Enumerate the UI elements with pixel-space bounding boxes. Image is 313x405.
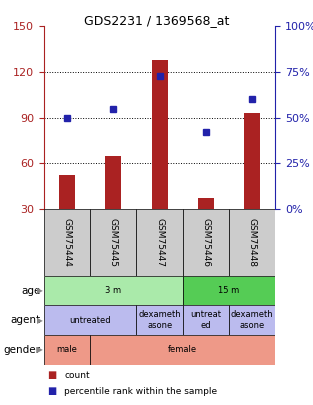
Bar (229, 305, 275, 335)
Bar (136, 305, 183, 335)
Bar (105, 156, 121, 209)
Bar (183, 209, 229, 276)
Bar (183, 305, 229, 335)
Text: GSM75448: GSM75448 (248, 218, 257, 267)
Bar (44, 305, 136, 335)
Bar (59, 175, 75, 209)
Text: female: female (168, 345, 198, 354)
Text: GDS2231 / 1369568_at: GDS2231 / 1369568_at (84, 14, 229, 27)
Bar (90, 335, 275, 364)
Bar (44, 335, 90, 364)
Bar (183, 276, 275, 305)
Text: ▶: ▶ (37, 315, 43, 325)
Text: ■: ■ (47, 386, 56, 396)
Bar (44, 276, 183, 305)
Text: GSM75445: GSM75445 (109, 218, 118, 267)
Text: dexameth
asone: dexameth asone (138, 311, 181, 330)
Text: dexameth
asone: dexameth asone (231, 311, 274, 330)
Text: GSM75444: GSM75444 (63, 218, 71, 267)
Text: ▶: ▶ (37, 345, 43, 354)
Text: count: count (64, 371, 90, 380)
Text: gender: gender (4, 345, 41, 355)
Bar (90, 209, 136, 276)
Text: age: age (21, 286, 41, 296)
Bar (136, 209, 183, 276)
Bar (198, 198, 214, 209)
Bar (244, 113, 260, 209)
Text: untreat
ed: untreat ed (190, 311, 222, 330)
Bar (151, 60, 168, 209)
Text: GSM75447: GSM75447 (155, 218, 164, 267)
Text: percentile rank within the sample: percentile rank within the sample (64, 387, 217, 396)
Text: ▶: ▶ (37, 286, 43, 295)
Text: agent: agent (11, 315, 41, 325)
Text: ■: ■ (47, 370, 56, 380)
Text: untreated: untreated (69, 315, 111, 325)
Text: 15 m: 15 m (218, 286, 240, 295)
Bar (229, 209, 275, 276)
Text: male: male (57, 345, 77, 354)
Text: 3 m: 3 m (105, 286, 121, 295)
Bar (44, 209, 90, 276)
Text: GSM75446: GSM75446 (202, 218, 210, 267)
